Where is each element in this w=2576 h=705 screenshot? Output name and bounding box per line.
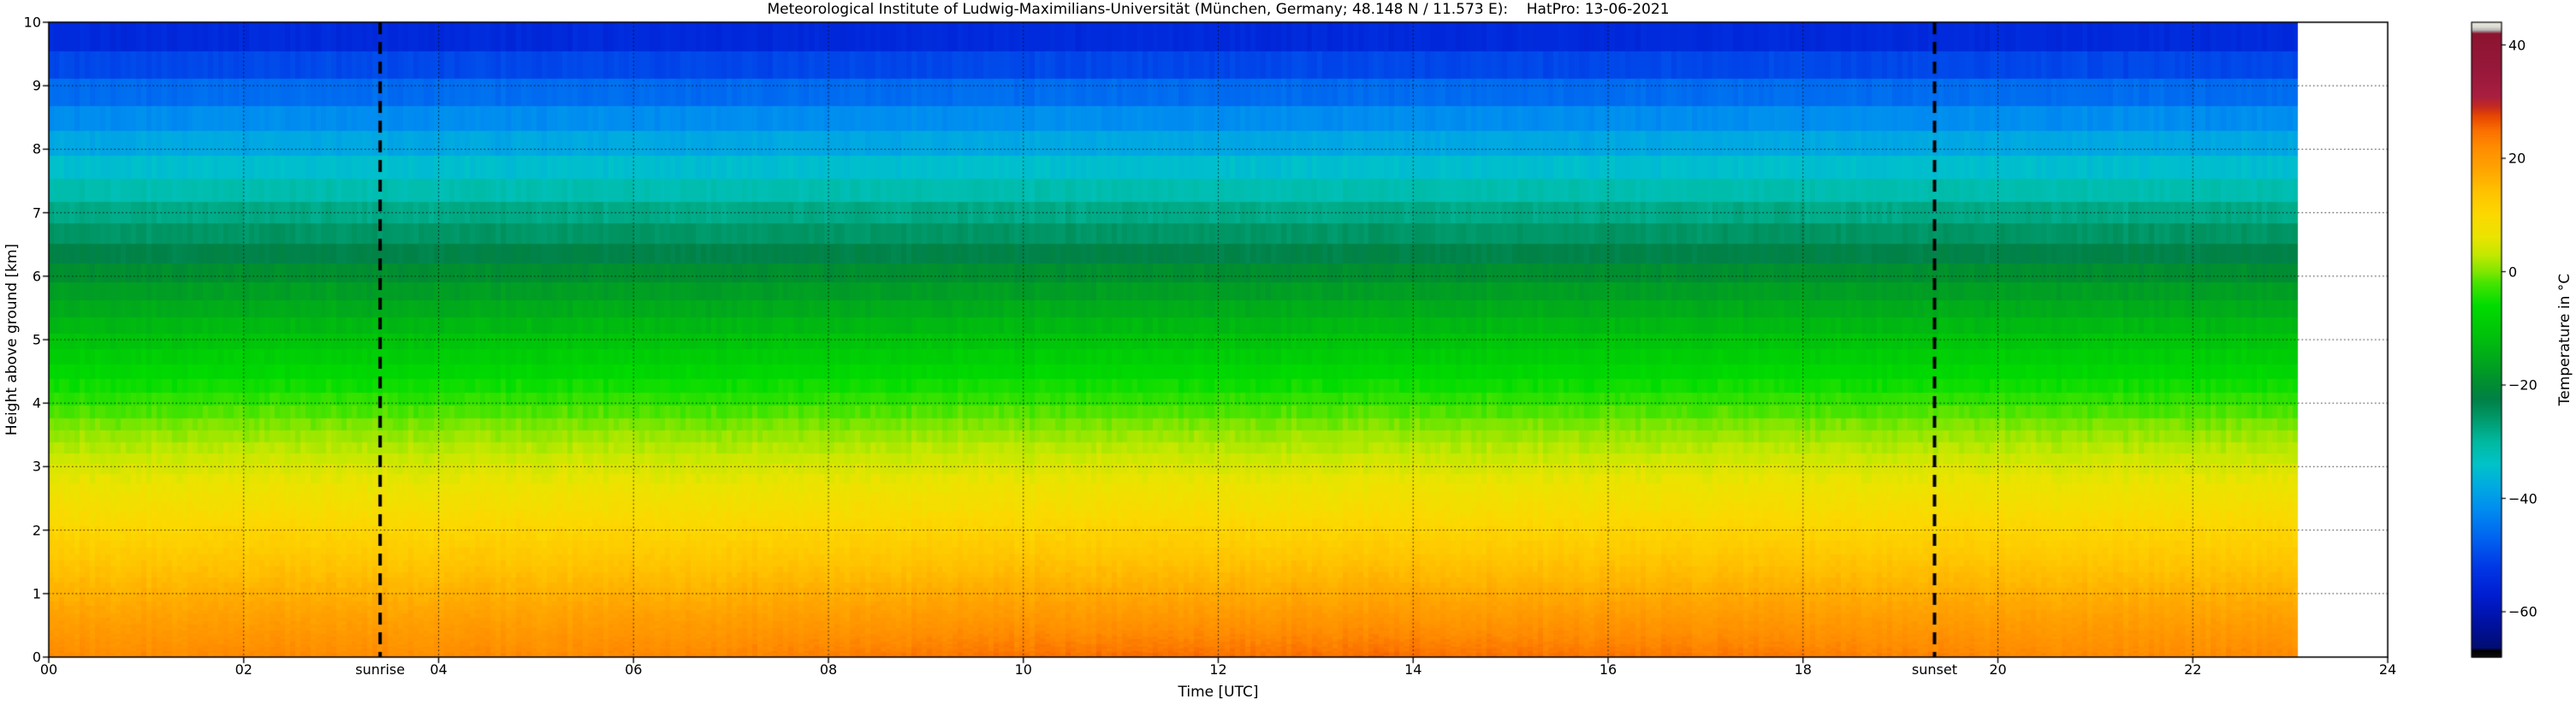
- x-tick-label: 02: [234, 661, 252, 678]
- colorbar-tick-label: −60: [2508, 603, 2537, 620]
- sunrise-annotation-label: sunrise: [355, 661, 406, 678]
- y-tick-label: 4: [32, 394, 41, 412]
- x-axis-label: Time [UTC]: [1178, 684, 1259, 701]
- x-tick-label: 12: [1209, 661, 1227, 678]
- colorbar-tick-label: 0: [2508, 264, 2518, 280]
- x-tick-label: 08: [819, 661, 838, 678]
- x-tick-label: 22: [2184, 661, 2202, 678]
- colorbar-tick-label: 20: [2508, 150, 2526, 167]
- y-tick-label: 2: [32, 522, 41, 539]
- y-tick-label: 0: [32, 649, 41, 666]
- x-tick-label: 14: [1404, 661, 1422, 678]
- y-axis-label: Height above ground [km]: [3, 243, 21, 436]
- y-tick-label: 8: [32, 140, 41, 157]
- x-tick-label: 04: [430, 661, 448, 678]
- colorbar-tick-label: −40: [2508, 490, 2537, 507]
- y-tick-label: 6: [32, 268, 41, 285]
- x-tick-label: 24: [2378, 661, 2397, 678]
- figure-title: Meteorological Institute of Ludwig-Maxim…: [767, 1, 1670, 18]
- y-tick-label: 3: [32, 458, 41, 475]
- y-tick-label: 10: [23, 14, 41, 31]
- colorbar-label: Temperature in °C: [2556, 273, 2573, 406]
- x-tick-label: 00: [39, 661, 58, 678]
- y-tick-label: 1: [32, 585, 41, 602]
- y-tick-label: 7: [32, 204, 41, 222]
- sunset-annotation-label: sunset: [1911, 661, 1958, 678]
- x-tick-label: 06: [625, 661, 643, 678]
- colorbar-tick-label: −20: [2508, 376, 2537, 394]
- y-tick-label: 9: [32, 77, 41, 94]
- x-tick-label: 20: [1989, 661, 2007, 678]
- y-tick-label: 5: [32, 331, 41, 348]
- x-tick-label: 18: [1794, 661, 1812, 678]
- x-tick-label: 10: [1014, 661, 1032, 678]
- x-tick-label: 16: [1599, 661, 1617, 678]
- colorbar-tick-label: 40: [2508, 37, 2526, 53]
